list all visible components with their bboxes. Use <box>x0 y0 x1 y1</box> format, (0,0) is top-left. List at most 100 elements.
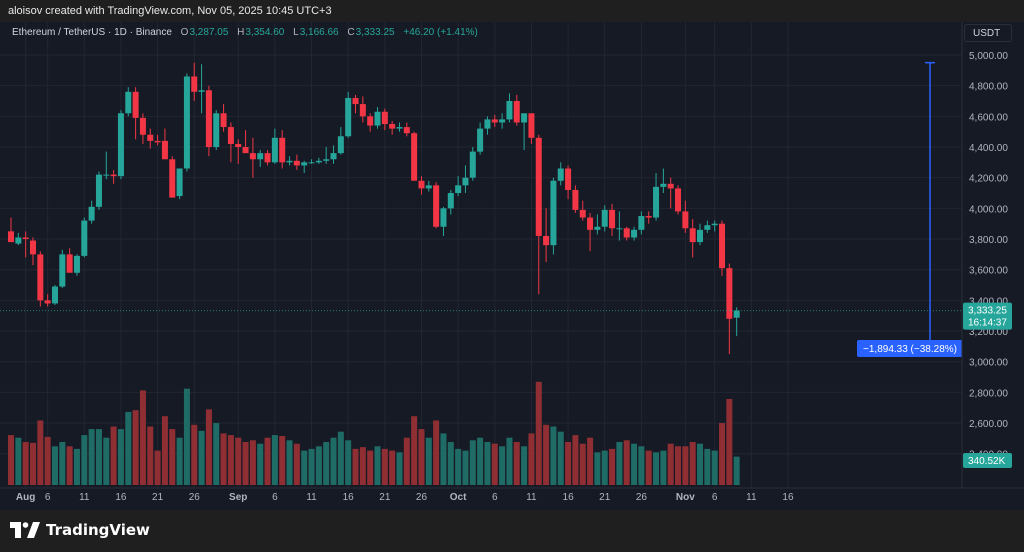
candle-body[interactable] <box>117 113 124 177</box>
candle-body[interactable] <box>271 137 278 163</box>
candle-body[interactable] <box>719 223 726 269</box>
currency-button[interactable]: USDT <box>964 24 1012 42</box>
candle-body[interactable] <box>704 225 711 230</box>
candle-body[interactable] <box>418 180 425 189</box>
candle-body[interactable] <box>543 235 550 246</box>
candle-body[interactable] <box>359 104 366 117</box>
candle-body[interactable] <box>638 216 645 230</box>
candle-body[interactable] <box>462 177 469 186</box>
candle-body[interactable] <box>653 186 660 218</box>
candle-body[interactable] <box>601 209 608 227</box>
candle-body[interactable] <box>37 254 44 301</box>
candle-body[interactable] <box>95 174 102 207</box>
candle-body[interactable] <box>711 223 718 226</box>
candle-body[interactable] <box>623 228 630 238</box>
candle-body[interactable] <box>301 162 308 166</box>
candle-body[interactable] <box>330 153 337 160</box>
candle-body[interactable] <box>44 300 51 304</box>
chart-frame[interactable]: −1,894.33 (−38.28%) 5,000.00 4,800.00 4,600… <box>0 22 1024 510</box>
candle-body[interactable] <box>293 160 300 166</box>
candle-body[interactable] <box>51 286 58 304</box>
tradingview-logo[interactable]: TradingView <box>10 520 150 540</box>
candle-body[interactable] <box>447 193 454 209</box>
candle-body[interactable] <box>147 134 154 141</box>
candle-body[interactable] <box>565 168 572 190</box>
candle-body[interactable] <box>103 174 110 176</box>
candle-body[interactable] <box>183 76 190 169</box>
candle-body[interactable] <box>484 119 491 129</box>
candle-body[interactable] <box>477 128 484 152</box>
candle-body[interactable] <box>249 153 256 160</box>
candle-body[interactable] <box>616 228 623 230</box>
symbol-title[interactable]: Ethereum / TetherUS · 1D · Binance <box>12 27 172 38</box>
candle-body[interactable] <box>675 188 682 212</box>
candle-body[interactable] <box>191 76 198 92</box>
candle-body[interactable] <box>660 183 667 187</box>
candle-body[interactable] <box>315 160 322 163</box>
candle-body[interactable] <box>499 119 506 123</box>
candle-body[interactable] <box>337 136 344 154</box>
candle-body[interactable] <box>308 162 315 164</box>
candle-body[interactable] <box>572 189 579 210</box>
candle-body[interactable] <box>440 208 447 227</box>
candle-body[interactable] <box>389 124 396 129</box>
candle-body[interactable] <box>345 97 352 137</box>
candle-body[interactable] <box>506 101 513 120</box>
candle-body[interactable] <box>264 153 271 163</box>
candle-body[interactable] <box>88 206 95 221</box>
candle-body[interactable] <box>81 220 88 256</box>
candle-body[interactable] <box>667 183 674 189</box>
candle-body[interactable] <box>22 237 29 240</box>
candle-body[interactable] <box>631 229 638 238</box>
candle-body[interactable] <box>455 185 462 194</box>
candle-body[interactable] <box>257 153 264 160</box>
candle-body[interactable] <box>381 111 388 125</box>
candle-body[interactable] <box>733 310 740 318</box>
candle-body[interactable] <box>132 91 139 118</box>
candle-body[interactable] <box>220 113 227 128</box>
candle-body[interactable] <box>169 159 176 198</box>
candle-body[interactable] <box>697 229 704 243</box>
price-axis[interactable] <box>962 22 1024 510</box>
candle-body[interactable] <box>279 137 286 163</box>
candle-body[interactable] <box>227 127 234 144</box>
candle-body[interactable] <box>682 211 689 229</box>
candle-body[interactable] <box>433 185 440 227</box>
candle-body[interactable] <box>176 168 183 197</box>
candle-body[interactable] <box>161 140 168 160</box>
candle-body[interactable] <box>352 97 359 105</box>
candle-body[interactable] <box>139 117 146 135</box>
candle-body[interactable] <box>213 113 220 148</box>
candle-body[interactable] <box>286 160 293 163</box>
candle-body[interactable] <box>491 119 498 123</box>
candle-body[interactable] <box>645 216 652 218</box>
candle-body[interactable] <box>579 209 586 218</box>
candle-body[interactable] <box>242 147 249 154</box>
candle-body[interactable] <box>154 140 161 143</box>
candle-body[interactable] <box>535 137 542 236</box>
candle-body[interactable] <box>235 143 242 148</box>
candle-body[interactable] <box>528 113 535 138</box>
candle-body[interactable] <box>125 91 132 114</box>
candle-body[interactable] <box>66 254 73 273</box>
candle-body[interactable] <box>425 185 432 189</box>
candle-body[interactable] <box>367 116 374 126</box>
candle-body[interactable] <box>73 255 80 273</box>
candle-body[interactable] <box>15 237 22 244</box>
candle-body[interactable] <box>396 127 403 129</box>
candle-body[interactable] <box>469 151 476 178</box>
candle-body[interactable] <box>59 254 66 287</box>
candle-body[interactable] <box>726 268 733 319</box>
candle-body[interactable] <box>29 240 36 255</box>
candle-body[interactable] <box>8 231 14 243</box>
candle-body[interactable] <box>594 226 601 230</box>
candle-body[interactable] <box>411 133 418 181</box>
candle-body[interactable] <box>609 209 616 229</box>
candle-body[interactable] <box>374 111 381 126</box>
candle-body[interactable] <box>198 90 205 92</box>
candle-body[interactable] <box>550 180 557 246</box>
candle-body[interactable] <box>587 217 594 230</box>
candle-body[interactable] <box>557 168 564 181</box>
candle-body[interactable] <box>205 90 212 148</box>
candle-body[interactable] <box>110 174 117 177</box>
